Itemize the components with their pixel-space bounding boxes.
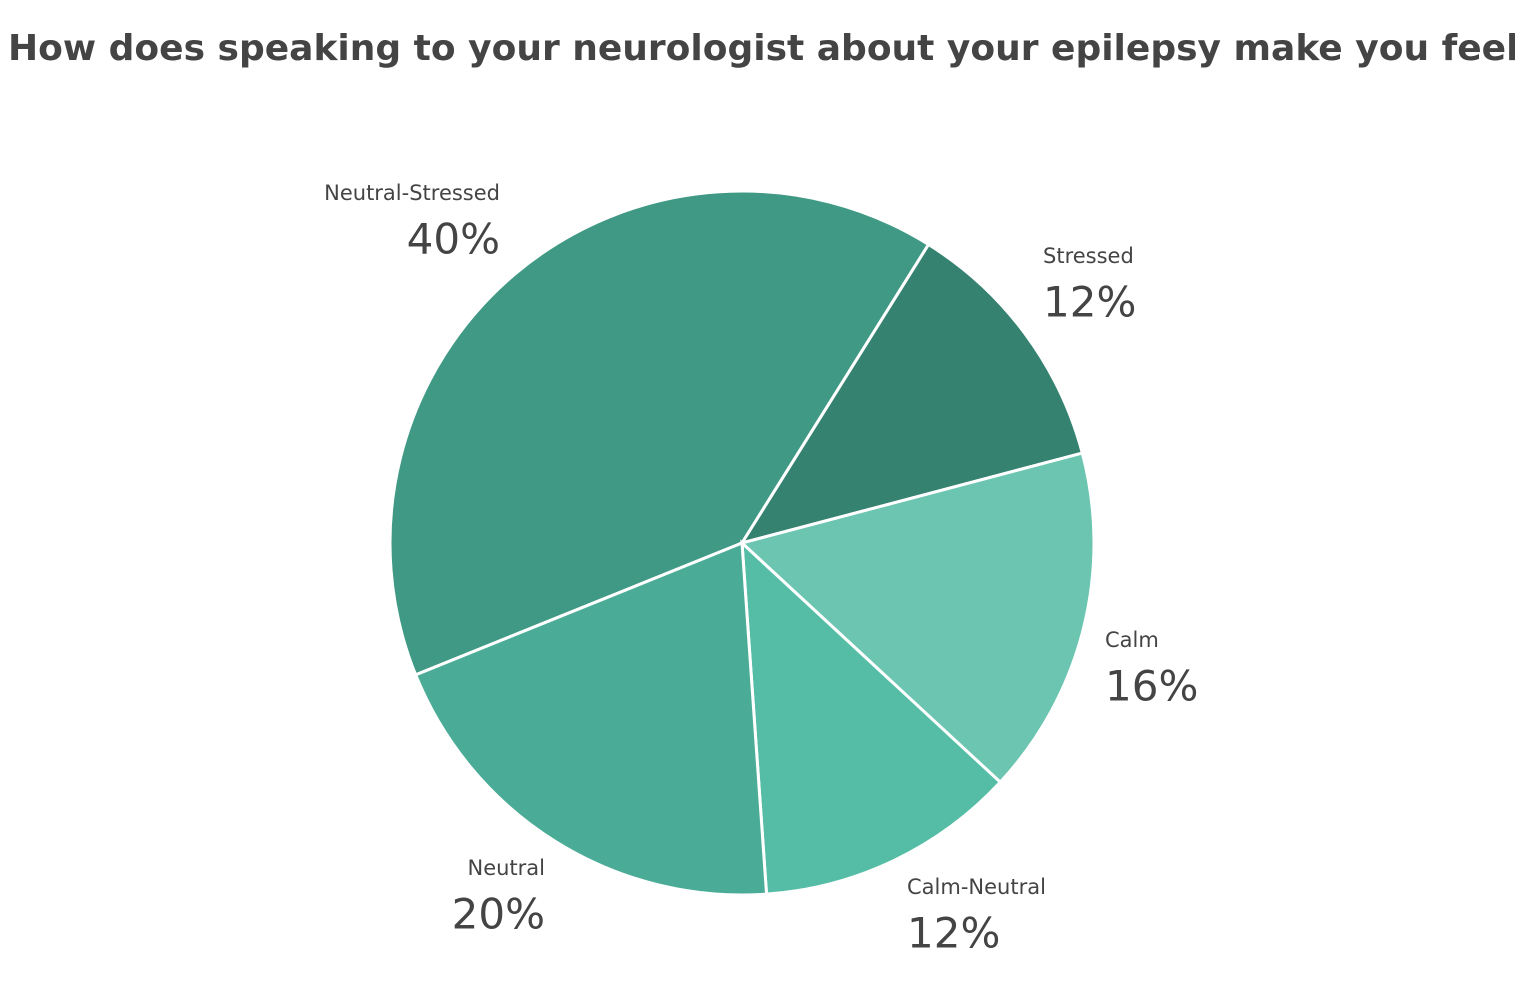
pie-slice [413,540,769,897]
slice-value-label: 20% [452,890,545,939]
pie-slice [738,242,1085,546]
pie-slice [388,189,931,677]
pie-slice [738,451,1096,785]
slice-value-label: 12% [907,909,1000,958]
slice-label: Neutral [467,856,545,880]
slice-value-label: 40% [407,215,500,264]
slice-label: Neutral-Stressed [324,181,500,205]
slice-value-label: 16% [1105,662,1198,711]
slice-label: Calm [1105,628,1159,652]
slice-label: Stressed [1043,244,1134,268]
slice-value-label: 12% [1043,278,1136,327]
pie-slice [740,539,1003,896]
chart-title: How does speaking to your neurologist ab… [8,28,1515,69]
slice-label: Calm-Neutral [907,875,1046,899]
